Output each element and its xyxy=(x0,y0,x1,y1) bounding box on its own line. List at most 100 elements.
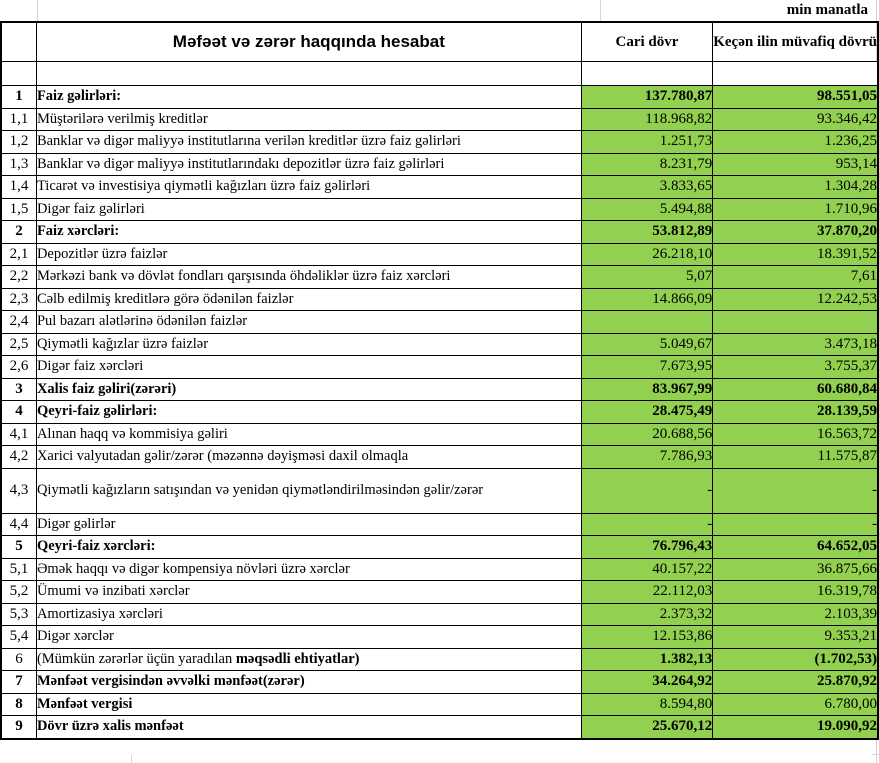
row-value-current-cell[interactable]: 20.688,56 xyxy=(580,422,714,446)
row-label-cell[interactable]: Digər faiz xərcləri xyxy=(35,355,582,379)
row-label-cell[interactable]: Mərkəzi bank və dövlət fondları qarşısın… xyxy=(35,265,582,289)
row-label-cell[interactable]: Ümumi və inzibati xərclər xyxy=(35,580,582,604)
row-label-cell[interactable]: Qiymətli kağızlar üzrə faizlər xyxy=(35,332,582,356)
row-value-current-cell[interactable]: 2.373,32 xyxy=(580,602,714,626)
row-value-previous-cell[interactable]: 3.473,18 xyxy=(712,332,879,356)
row-label-cell[interactable]: Əmək haqqı və digər kompensiya növləri ü… xyxy=(35,557,582,581)
row-value-current-cell[interactable]: 7.673,95 xyxy=(580,355,714,379)
row-value-previous-cell[interactable]: 19.090,92 xyxy=(712,715,879,739)
row-value-previous-cell[interactable]: 64.652,05 xyxy=(712,535,879,559)
row-number-cell[interactable]: 1,5 xyxy=(0,197,37,221)
row-value-previous-cell[interactable]: 7,61 xyxy=(712,265,879,289)
row-value-previous-cell[interactable]: 1.710,96 xyxy=(712,197,879,221)
row-value-previous-cell[interactable]: 18.391,52 xyxy=(712,242,879,266)
row-number-cell[interactable]: 2,2 xyxy=(0,265,37,289)
row-value-previous-cell[interactable]: 3.755,37 xyxy=(712,355,879,379)
row-number-cell[interactable]: 2,4 xyxy=(0,310,37,334)
row-label-cell[interactable]: Banklar və digər maliyyə institutlarında… xyxy=(35,152,582,176)
row-label-cell[interactable]: Qiymətli kağızların satışından və yenidə… xyxy=(35,467,582,514)
row-label-cell[interactable]: Müştərilərə verilmiş kreditlər xyxy=(35,107,582,131)
row-value-previous-cell[interactable]: 12.242,53 xyxy=(712,287,879,311)
row-value-current-cell[interactable]: 1.382,13 xyxy=(580,647,714,671)
row-number-cell[interactable]: 2,1 xyxy=(0,242,37,266)
row-value-current-cell[interactable]: 5.494,88 xyxy=(580,197,714,221)
row-label-cell[interactable]: Mənfəət vergisindən əvvəlki mənfəət(zərə… xyxy=(35,670,582,694)
row-value-previous-cell[interactable]: 2.103,39 xyxy=(712,602,879,626)
row-number-cell[interactable]: 4,2 xyxy=(0,445,37,469)
row-value-previous-cell[interactable]: 16.319,78 xyxy=(712,580,879,604)
row-value-current-cell[interactable]: 12.153,86 xyxy=(580,625,714,649)
row-label-cell[interactable]: Ticarət və investisiya qiymətli kağızlar… xyxy=(35,175,582,199)
row-number-cell[interactable]: 6 xyxy=(0,647,37,671)
row-label-cell[interactable]: Banklar və digər maliyyə institutlarına … xyxy=(35,130,582,154)
row-value-current-cell[interactable]: 8.231,79 xyxy=(580,152,714,176)
row-value-current-cell[interactable]: 28.475,49 xyxy=(580,400,714,424)
row-value-current-cell[interactable]: 40.157,22 xyxy=(580,557,714,581)
row-value-previous-cell[interactable]: 36.875,66 xyxy=(712,557,879,581)
row-value-previous-cell[interactable]: 37.870,20 xyxy=(712,220,879,244)
row-label-cell[interactable]: Digər gəlirlər xyxy=(35,512,582,536)
row-label-cell[interactable]: Cəlb edilmiş kreditlərə görə ödənilən fa… xyxy=(35,287,582,311)
row-number-cell[interactable]: 1,2 xyxy=(0,130,37,154)
row-number-cell[interactable]: 5 xyxy=(0,535,37,559)
row-value-previous-cell[interactable]: 1.236,25 xyxy=(712,130,879,154)
row-number-cell[interactable]: 5,1 xyxy=(0,557,37,581)
row-value-current-cell[interactable]: 34.264,92 xyxy=(580,670,714,694)
column-header-current-period[interactable]: Cari dövr xyxy=(580,21,714,62)
row-value-current-cell[interactable]: 7.786,93 xyxy=(580,445,714,469)
row-value-previous-cell[interactable]: 953,14 xyxy=(712,152,879,176)
row-value-current-cell[interactable]: 26.218,10 xyxy=(580,242,714,266)
row-label-cell[interactable]: Xarici valyutadan gəlir/zərər (məzənnə d… xyxy=(35,445,582,469)
row-label-cell[interactable]: Mənfəət vergisi xyxy=(35,692,582,716)
row-value-current-cell[interactable]: 118.968,82 xyxy=(580,107,714,131)
row-label-cell[interactable]: Depozitlər üzrə faizlər xyxy=(35,242,582,266)
row-value-current-cell[interactable]: 25.670,12 xyxy=(580,715,714,739)
row-number-cell[interactable]: 9 xyxy=(0,715,37,739)
row-value-current-cell[interactable]: 53.812,89 xyxy=(580,220,714,244)
row-value-current-cell[interactable]: 1.251,73 xyxy=(580,130,714,154)
spacer-cell[interactable] xyxy=(0,61,37,86)
row-value-previous-cell[interactable]: 16.563,72 xyxy=(712,422,879,446)
row-label-cell[interactable]: Pul bazarı alətlərinə ödənilən faizlər xyxy=(35,310,582,334)
row-value-current-cell[interactable]: 83.967,99 xyxy=(580,377,714,401)
spacer-cell[interactable] xyxy=(712,61,879,86)
row-value-current-cell[interactable]: 5.049,67 xyxy=(580,332,714,356)
row-value-previous-cell[interactable]: 60.680,84 xyxy=(712,377,879,401)
row-number-cell[interactable]: 4,3 xyxy=(0,467,37,514)
row-value-previous-cell[interactable]: - xyxy=(712,512,879,536)
table-title[interactable]: Məfəət və zərər haqqında hesabat xyxy=(35,21,582,62)
row-label-cell[interactable]: Amortizasiya xərcləri xyxy=(35,602,582,626)
row-number-cell[interactable]: 8 xyxy=(0,692,37,716)
row-number-cell[interactable]: 4,4 xyxy=(0,512,37,536)
row-number-cell[interactable]: 2,5 xyxy=(0,332,37,356)
header-cell-number[interactable] xyxy=(0,21,37,62)
row-value-previous-cell[interactable]: 93.346,42 xyxy=(712,107,879,131)
row-number-cell[interactable]: 3 xyxy=(0,377,37,401)
row-number-cell[interactable]: 1 xyxy=(0,85,37,109)
row-value-previous-cell[interactable]: (1.702,53) xyxy=(712,647,879,671)
spacer-cell[interactable] xyxy=(35,61,582,86)
row-label-cell[interactable]: (Mümkün zərərlər üçün yaradılan məqsədli… xyxy=(35,647,582,671)
row-number-cell[interactable]: 2,3 xyxy=(0,287,37,311)
row-label-cell[interactable]: Qeyri-faiz xərcləri: xyxy=(35,535,582,559)
row-label-cell[interactable]: Dövr üzrə xalis mənfəət xyxy=(35,715,582,739)
row-value-previous-cell[interactable]: 1.304,28 xyxy=(712,175,879,199)
row-number-cell[interactable]: 1,4 xyxy=(0,175,37,199)
row-number-cell[interactable]: 1,1 xyxy=(0,107,37,131)
row-label-cell[interactable]: Qeyri-faiz gəlirləri: xyxy=(35,400,582,424)
row-label-cell[interactable]: Faiz gəlirləri: xyxy=(35,85,582,109)
row-number-cell[interactable]: 1,3 xyxy=(0,152,37,176)
row-value-previous-cell[interactable]: - xyxy=(712,467,879,514)
row-value-current-cell[interactable]: 5,07 xyxy=(580,265,714,289)
row-value-previous-cell[interactable] xyxy=(712,310,879,334)
row-number-cell[interactable]: 4 xyxy=(0,400,37,424)
row-value-current-cell[interactable]: 22.112,03 xyxy=(580,580,714,604)
row-label-cell[interactable]: Digər xərclər xyxy=(35,625,582,649)
row-number-cell[interactable]: 2,6 xyxy=(0,355,37,379)
row-number-cell[interactable]: 7 xyxy=(0,670,37,694)
row-label-cell[interactable]: Digər faiz gəlirləri xyxy=(35,197,582,221)
row-value-current-cell[interactable]: 3.833,65 xyxy=(580,175,714,199)
row-value-current-cell[interactable]: 76.796,43 xyxy=(580,535,714,559)
row-value-current-cell[interactable]: 137.780,87 xyxy=(580,85,714,109)
row-value-previous-cell[interactable]: 9.353,21 xyxy=(712,625,879,649)
